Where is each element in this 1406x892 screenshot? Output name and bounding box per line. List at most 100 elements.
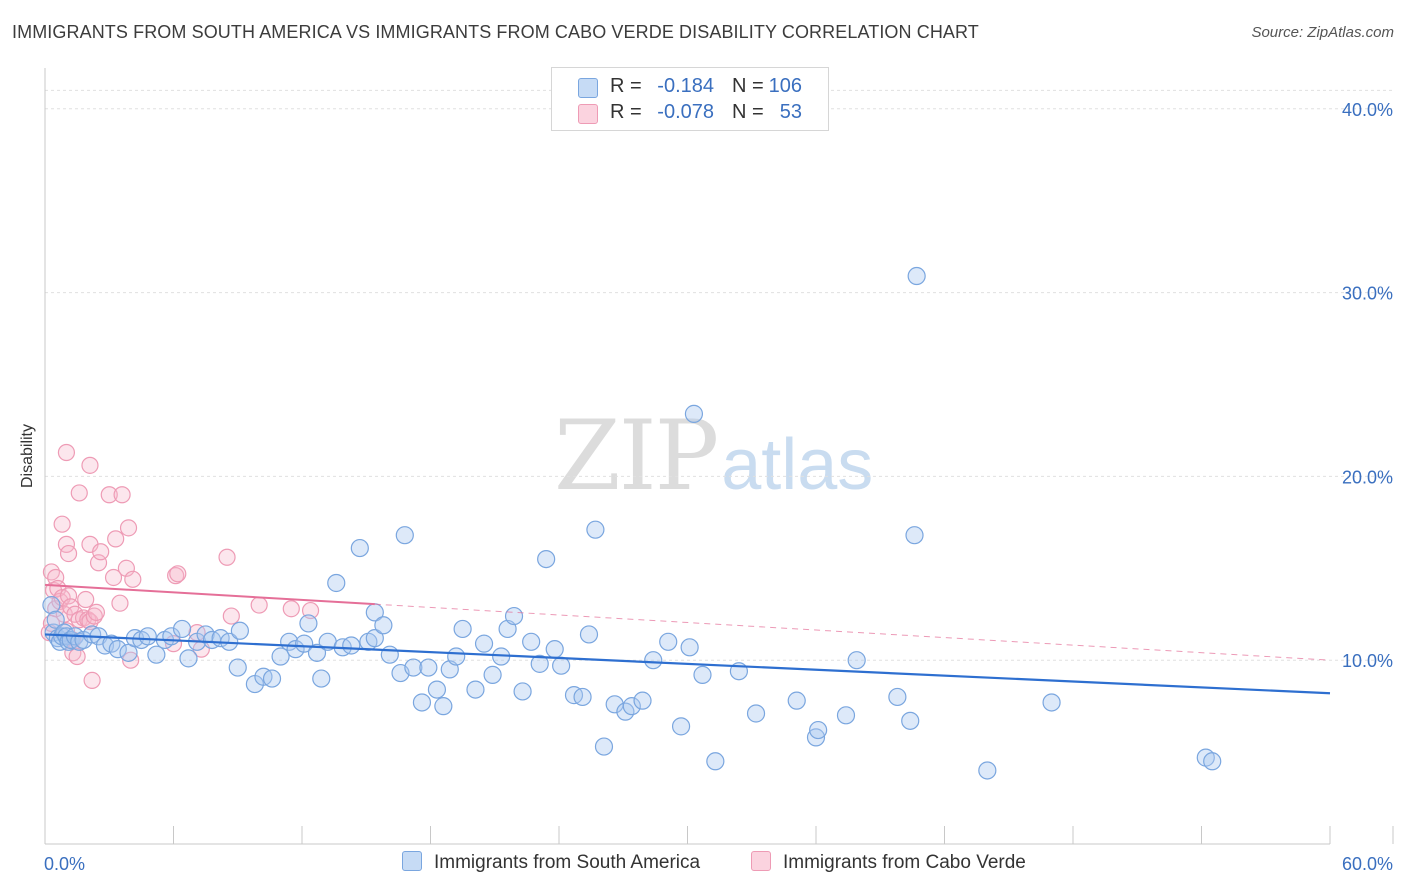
data-point-south-america [434, 697, 453, 716]
series-swatch-pink [751, 851, 771, 871]
data-point-south-america [46, 610, 65, 629]
data-point-south-america [466, 680, 485, 699]
data-point-south-america [978, 761, 997, 780]
data-point-south-america [552, 656, 571, 675]
data-point-cabo-verde [59, 587, 78, 605]
x-tick-label: 60.0% [1342, 854, 1393, 874]
series-label: Immigrants from South America [434, 852, 701, 873]
data-point-south-america [483, 665, 502, 684]
cabo-verde-points [40, 443, 320, 690]
data-point-south-america [108, 640, 127, 659]
data-point-south-america [684, 404, 704, 423]
data-point-south-america [504, 606, 524, 626]
data-point-south-america [453, 619, 472, 639]
data-point-south-america [395, 526, 414, 545]
data-point-cabo-verde [104, 568, 123, 587]
data-point-south-america [586, 520, 605, 539]
data-point-cabo-verde [100, 486, 118, 504]
data-point-south-america [230, 621, 249, 640]
data-point-south-america [295, 634, 314, 653]
data-point-south-america [179, 649, 198, 668]
data-point-cabo-verde [81, 456, 99, 474]
data-point-south-america [42, 595, 61, 615]
data-point-south-america [693, 665, 712, 684]
data-point-south-america [513, 682, 532, 701]
watermark-atlas: atlas [721, 425, 874, 505]
data-point-cabo-verde [89, 554, 108, 572]
chart-title: IMMIGRANTS FROM SOUTH AMERICA VS IMMIGRA… [12, 22, 979, 42]
data-point-cabo-verde [57, 443, 76, 462]
data-point-south-america [412, 693, 432, 712]
trend-line-south-america [44, 633, 1331, 695]
data-point-south-america [1042, 693, 1061, 712]
data-point-south-america [83, 625, 102, 644]
legend-r-label: R = [610, 75, 642, 97]
legend-r-label: R = [610, 101, 642, 123]
data-point-south-america [573, 687, 592, 707]
data-point-south-america [746, 704, 766, 723]
gridlines [45, 89, 1393, 661]
series-legend-south-america: Immigrants from South America [402, 851, 700, 874]
data-point-south-america [228, 658, 247, 677]
data-point-south-america [365, 629, 384, 648]
data-point-cabo-verde [59, 544, 78, 563]
data-point-south-america [907, 266, 926, 286]
data-point-south-america [138, 627, 157, 646]
data-point-south-america [594, 737, 614, 756]
trend-lines [44, 583, 1331, 695]
data-point-south-america [530, 654, 549, 673]
x-tick-label: 0.0% [44, 854, 85, 874]
y-tick-label: 40.0% [1342, 100, 1393, 120]
data-point-south-america [427, 680, 447, 699]
data-point-south-america [299, 614, 318, 633]
data-point-cabo-verde [218, 548, 236, 566]
data-point-south-america [380, 645, 399, 664]
data-point-cabo-verde [250, 596, 268, 614]
data-point-cabo-verde [282, 600, 300, 618]
legend-r-value: -0.184 [657, 75, 714, 97]
data-point-south-america [172, 619, 192, 639]
data-point-south-america [327, 573, 346, 593]
data-point-cabo-verde [124, 570, 142, 588]
data-point-cabo-verde [119, 519, 138, 537]
trend-line-cabo-verde [44, 583, 375, 606]
data-point-cabo-verde [113, 486, 131, 504]
data-point-south-america [1203, 752, 1222, 771]
data-point-cabo-verde [77, 590, 95, 609]
data-point-south-america [806, 728, 826, 747]
data-point-cabo-verde [107, 530, 125, 548]
south-america-points [42, 266, 1222, 780]
source-label: Source: ZipAtlas.com [1251, 24, 1394, 41]
data-point-south-america [447, 647, 466, 666]
data-point-south-america [342, 636, 361, 655]
trend-line-cabo-verde-extension [374, 603, 1331, 661]
data-point-south-america [836, 706, 856, 725]
data-point-cabo-verde [68, 647, 86, 666]
data-point-south-america [901, 711, 920, 730]
data-point-south-america [847, 651, 866, 670]
data-point-south-america [271, 647, 290, 666]
series-swatch-blue [402, 851, 422, 871]
data-point-cabo-verde [83, 671, 101, 690]
data-point-cabo-verde [169, 565, 187, 583]
data-point-south-america [622, 697, 641, 716]
data-point-south-america [374, 616, 393, 635]
watermark: ZIPatlas [554, 400, 873, 512]
y-tick-label: 10.0% [1342, 651, 1393, 671]
axes [44, 68, 1394, 845]
data-point-south-america [147, 645, 166, 664]
data-point-cabo-verde [122, 651, 140, 669]
data-point-south-america [262, 669, 282, 688]
watermark-zip: ZIP [554, 400, 719, 512]
data-point-south-america [671, 717, 691, 736]
series-legend-cabo-verde: Immigrants from Cabo Verde [751, 851, 1026, 874]
data-point-south-america [307, 643, 327, 662]
legend-swatch-blue [578, 78, 598, 98]
legend-r-value: -0.078 [657, 101, 714, 123]
legend-n-value: 53 [779, 101, 802, 123]
data-point-south-america [404, 658, 423, 677]
y-tick-label: 20.0% [1342, 467, 1393, 487]
data-point-south-america [522, 632, 541, 651]
data-point-cabo-verde [70, 484, 88, 502]
